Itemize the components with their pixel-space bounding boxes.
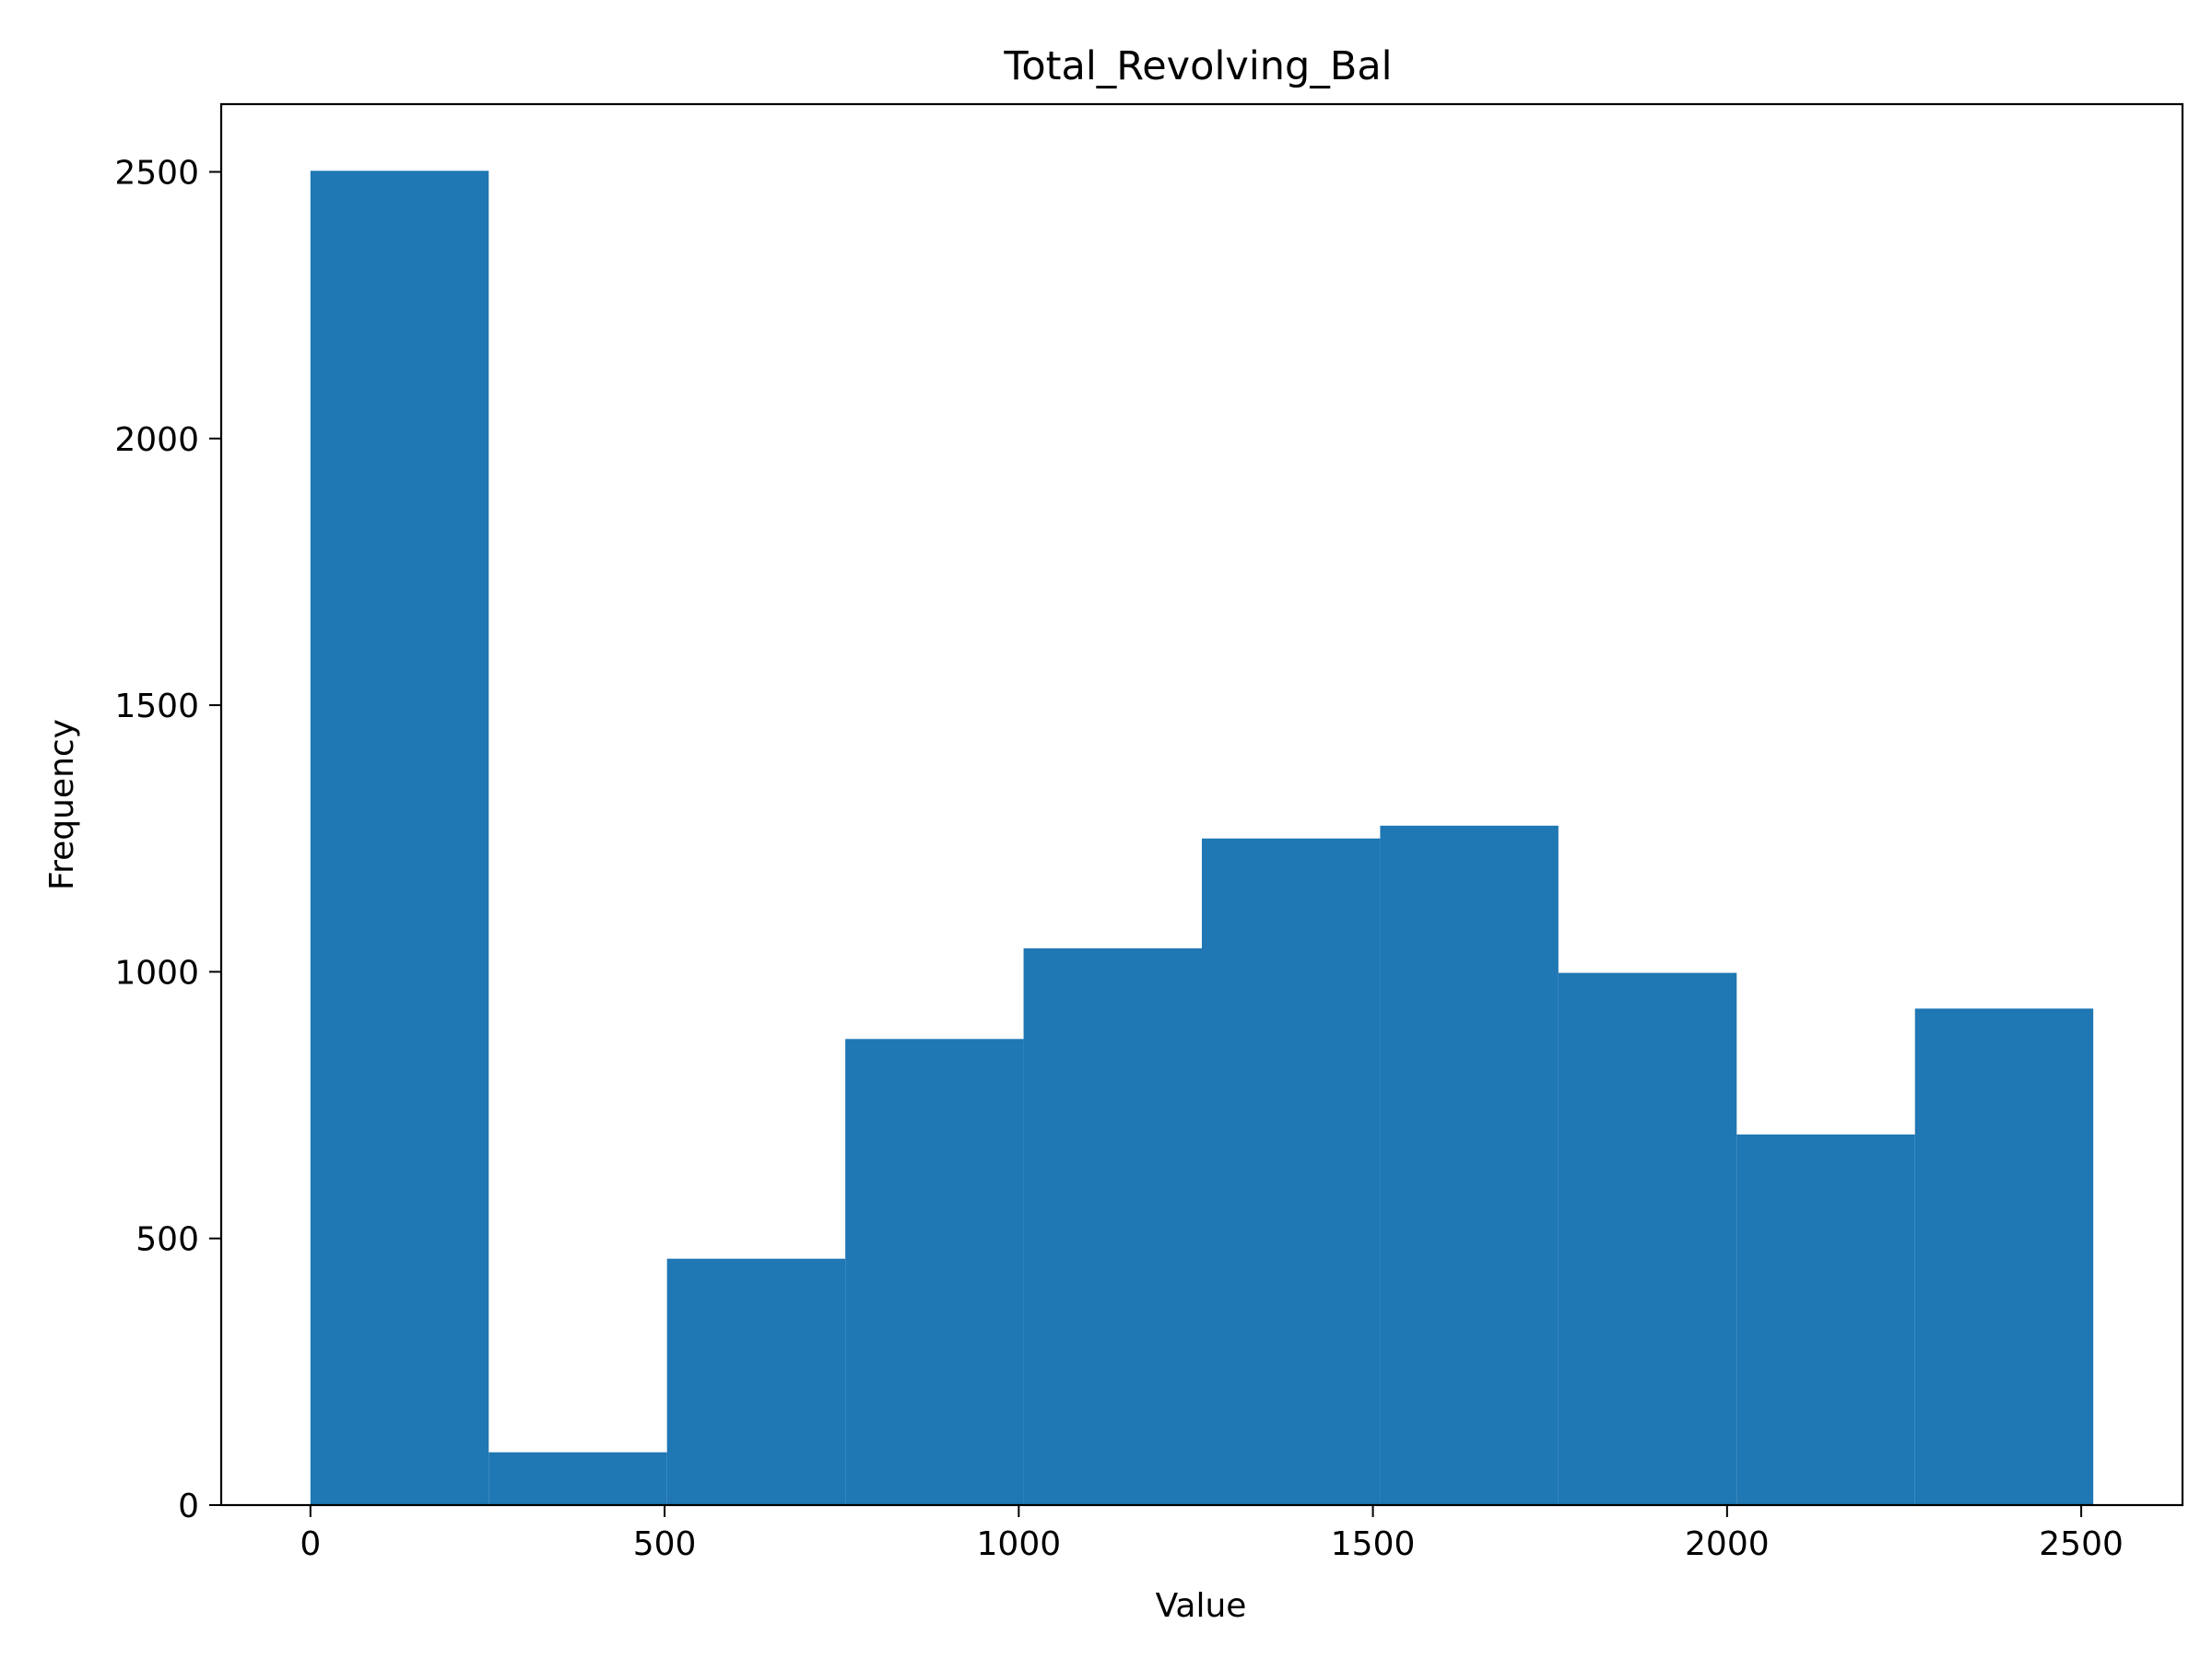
x-tick-label: 1000	[977, 1525, 1062, 1563]
y-tick-label: 500	[135, 1221, 199, 1259]
x-tick-label: 2500	[2039, 1525, 2124, 1563]
histogram-bar-5	[1023, 947, 1202, 1505]
x-axis-label: Value	[1156, 1587, 1247, 1625]
plot-frame	[219, 102, 2184, 1507]
x-tick-label: 2000	[1685, 1525, 1770, 1563]
histogram-bar-8	[1558, 972, 1737, 1505]
x-axis: 0 500 1000 1500 2000 2500	[300, 1505, 2124, 1563]
histogram-bar-10	[1914, 1008, 2094, 1505]
histogram-bar-1	[310, 171, 489, 1506]
y-tick-label: 1000	[114, 954, 199, 992]
bars-group	[310, 171, 2094, 1506]
histogram-bar-6	[1202, 838, 1381, 1505]
y-tick-label: 2500	[114, 154, 199, 192]
y-axis: 0 500 1000 1500 2000 2500	[114, 154, 221, 1525]
y-tick-label: 1500	[114, 688, 199, 725]
x-tick-label: 1500	[1331, 1525, 1416, 1563]
histogram-bar-3	[666, 1258, 846, 1505]
x-tick-label: 500	[633, 1525, 697, 1563]
histogram-bar-9	[1736, 1134, 1915, 1505]
histogram-bar-7	[1380, 825, 1559, 1505]
chart-title: Total_Revolving_Bal	[1003, 43, 1392, 89]
y-tick-label: 2000	[114, 421, 199, 459]
histogram-bar-4	[845, 1039, 1024, 1505]
y-axis-label: Frequency	[43, 719, 81, 890]
histogram-bar-2	[488, 1452, 667, 1505]
x-tick-label: 0	[300, 1525, 321, 1563]
y-tick-label: 0	[178, 1488, 199, 1525]
